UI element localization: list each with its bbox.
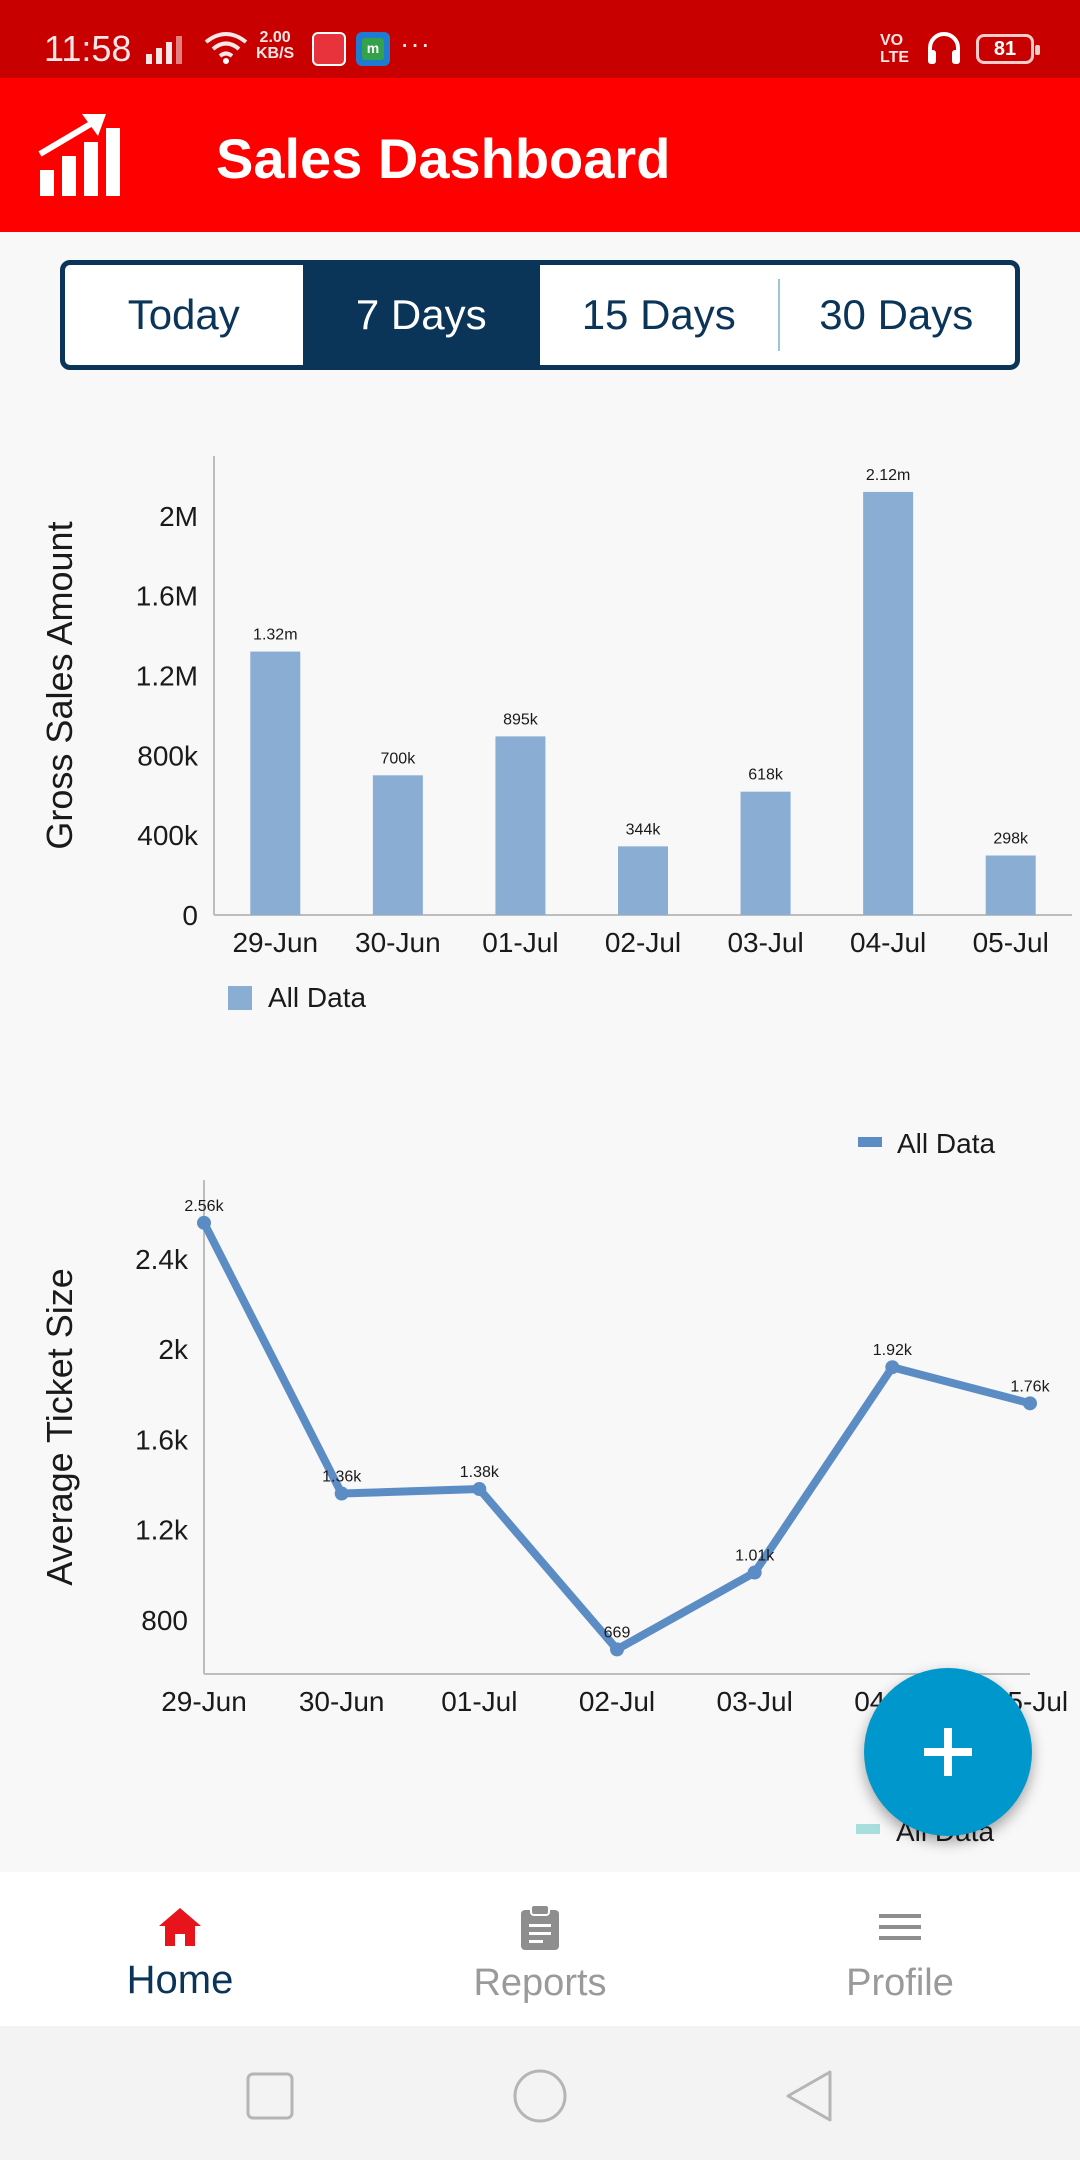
x-tick-label: 05-Jul bbox=[973, 927, 1049, 958]
x-tick-label: 01-Jul bbox=[441, 1686, 517, 1717]
point-data-label: 2.56k bbox=[184, 1198, 224, 1215]
menu-icon bbox=[879, 1914, 921, 1940]
home-icon bbox=[159, 1908, 201, 1946]
y-tick-label: 2.4k bbox=[135, 1244, 189, 1275]
messenger-app-icon: m bbox=[356, 32, 390, 66]
bar-data-label: 2.12m bbox=[866, 467, 910, 484]
y-tick-label: 800k bbox=[137, 740, 199, 771]
x-tick-label: 30-Jun bbox=[299, 1686, 385, 1717]
signal-icon bbox=[146, 36, 182, 64]
date-range-selector: Today 7 Days 15 Days 30 Days bbox=[60, 260, 1020, 370]
nav-reports-label: Reports bbox=[473, 1962, 607, 2004]
nav-home[interactable]: Home bbox=[0, 1872, 360, 2026]
back-icon[interactable] bbox=[780, 2066, 840, 2126]
bar bbox=[372, 775, 423, 915]
average-ticket-size-chart: All Data 800 1.2k 1.6k 2k 2.4k 2.56k 29-Jun 1.36… bbox=[39, 1128, 1068, 1717]
app-bar: Sales Dashboard bbox=[0, 78, 1080, 232]
clipboard-icon bbox=[521, 1904, 559, 1950]
y-tick-label: 400k bbox=[137, 820, 199, 851]
y-axis-title: Average Ticket Size bbox=[39, 1268, 80, 1586]
y-tick-label: 1.2M bbox=[136, 661, 198, 692]
bar-data-label: 298k bbox=[993, 831, 1029, 848]
tab-today[interactable]: Today bbox=[127, 291, 240, 338]
data-point bbox=[610, 1642, 624, 1657]
nav-home-label: Home bbox=[126, 1958, 234, 2002]
nav-profile[interactable]: Profile bbox=[720, 1872, 1080, 2026]
bar-data-label: 344k bbox=[626, 821, 662, 838]
home-circle-icon[interactable] bbox=[510, 2066, 570, 2126]
bottom-navigation: Home Reports Profile bbox=[0, 1872, 1080, 2026]
y-tick-label: 2k bbox=[158, 1334, 189, 1365]
battery-indicator: 81 bbox=[976, 34, 1040, 64]
bar-data-label: 700k bbox=[381, 750, 417, 767]
x-tick-label: 29-Jun bbox=[232, 927, 318, 958]
third-legend-swatch bbox=[856, 1824, 880, 1834]
y-tick-label: 800 bbox=[141, 1605, 188, 1636]
x-tick-label: 02-Jul bbox=[605, 927, 681, 958]
y-tick-label: 2M bbox=[159, 501, 198, 532]
y-tick-label: 1.6M bbox=[136, 581, 198, 612]
data-point bbox=[472, 1482, 487, 1497]
bar bbox=[495, 736, 546, 915]
point-data-label: 1.76k bbox=[1010, 1378, 1050, 1395]
point-data-label: 669 bbox=[604, 1624, 631, 1641]
legend-label: All Data bbox=[268, 982, 366, 1013]
net-speed: 2.00 KB/S bbox=[256, 30, 294, 62]
bar-data-label: 618k bbox=[748, 767, 784, 784]
volte-indicator: VO LTE bbox=[880, 32, 910, 66]
page-title: Sales Dashboard bbox=[216, 127, 671, 190]
point-data-label: 1.01k bbox=[735, 1547, 775, 1564]
x-tick-label: 03-Jul bbox=[717, 1686, 793, 1717]
bar bbox=[863, 491, 914, 915]
net-speed-value: 2.00 bbox=[259, 29, 291, 46]
nav-reports[interactable]: Reports bbox=[360, 1872, 720, 2026]
legend-swatch bbox=[858, 1137, 882, 1147]
tab-7-days[interactable]: 7 Days bbox=[302, 265, 540, 365]
legend-swatch bbox=[228, 986, 252, 1010]
x-tick-label: 30-Jun bbox=[355, 927, 441, 958]
add-fab-button[interactable] bbox=[864, 1668, 1032, 1836]
legend-label: All Data bbox=[897, 1128, 995, 1159]
y-axis-title: Gross Sales Amount bbox=[39, 521, 80, 849]
x-tick-label: 04-Jul bbox=[850, 927, 926, 958]
wifi-icon bbox=[204, 32, 248, 64]
trending-up-bars-icon bbox=[38, 114, 120, 196]
net-speed-unit: KB/S bbox=[256, 45, 295, 62]
recents-icon[interactable] bbox=[240, 2066, 300, 2126]
x-tick-label: 29-Jun bbox=[161, 1686, 247, 1717]
x-tick-label: 03-Jul bbox=[727, 927, 803, 958]
data-point bbox=[885, 1360, 900, 1375]
status-time: 11:58 bbox=[44, 28, 132, 69]
tab-30-days[interactable]: 30 Days bbox=[777, 265, 1016, 365]
data-point bbox=[1023, 1396, 1037, 1411]
series-line bbox=[200, 1218, 1034, 1654]
plus-icon bbox=[924, 1728, 972, 1776]
music-app-icon bbox=[312, 32, 346, 66]
x-tick-label: 02-Jul bbox=[579, 1686, 655, 1717]
point-data-label: 1.36k bbox=[322, 1469, 362, 1486]
bar bbox=[618, 846, 668, 915]
data-point bbox=[747, 1565, 762, 1580]
bar bbox=[985, 855, 1036, 915]
x-tick-label: 01-Jul bbox=[482, 927, 558, 958]
y-tick-label: 1.6k bbox=[135, 1424, 189, 1455]
data-point bbox=[197, 1215, 211, 1230]
tab-15-days[interactable]: 15 Days bbox=[581, 291, 736, 338]
nav-profile-label: Profile bbox=[846, 1962, 954, 2004]
y-tick-label: 1.2k bbox=[135, 1515, 189, 1546]
headset-icon bbox=[928, 32, 960, 64]
bar-data-label: 895k bbox=[503, 711, 539, 728]
more-notifications-icon: ··· bbox=[400, 28, 431, 59]
y-tick-label: 0 bbox=[182, 900, 198, 931]
bar bbox=[740, 791, 791, 915]
point-data-label: 1.92k bbox=[873, 1342, 913, 1359]
data-point bbox=[334, 1486, 349, 1501]
gross-sales-chart: 0 400k 800k 1.2M 1.6M 2M 1.32m 29-Jun 700k 30-Jun… bbox=[39, 456, 1072, 1013]
point-data-label: 1.38k bbox=[460, 1464, 500, 1481]
status-bar: 11:58 2.00 KB/S m ··· VO LTE 81 bbox=[0, 0, 1080, 78]
bar-data-label: 1.32m bbox=[253, 627, 297, 644]
bar bbox=[250, 651, 301, 915]
system-navigation-bar bbox=[0, 2026, 1080, 2160]
